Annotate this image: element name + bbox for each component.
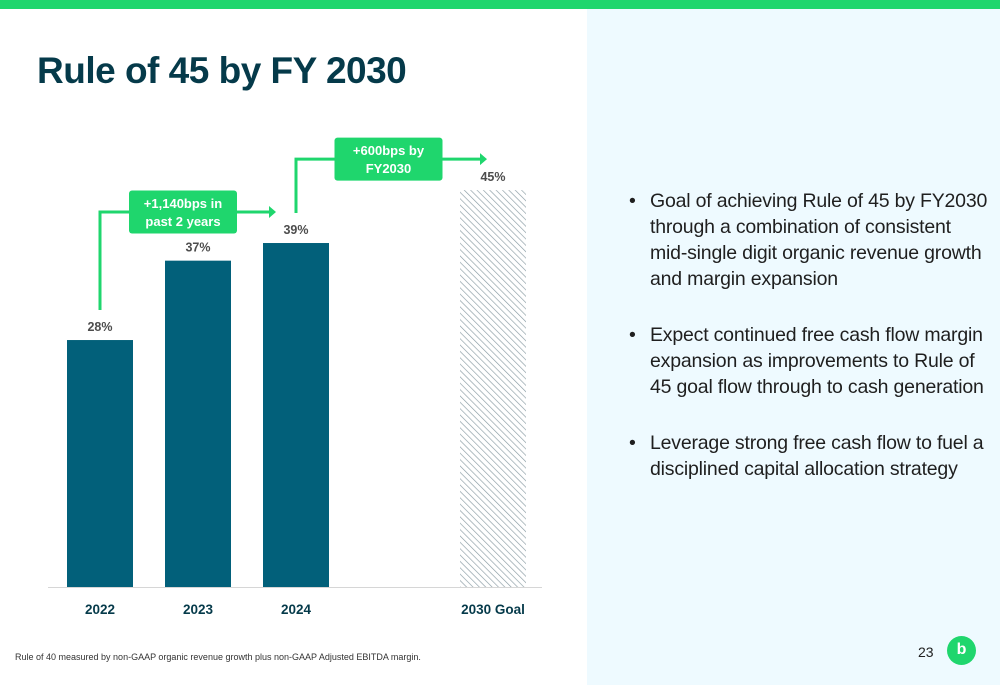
bullet-item: Leverage strong free cash flow to fuel a… (628, 430, 988, 482)
bullet-list: Goal of achieving Rule of 45 by FY2030 t… (628, 188, 988, 512)
annotation-text: FY2030 (366, 161, 412, 176)
x-tick-label: 2023 (183, 602, 214, 617)
annotation-text: past 2 years (145, 214, 220, 229)
brand-logo: b (947, 636, 976, 665)
top-accent-bar (0, 0, 1000, 9)
data-label: 37% (185, 241, 210, 255)
slide-title: Rule of 45 by FY 2030 (37, 50, 407, 91)
x-tick-label: 2022 (85, 602, 115, 617)
arrow-head (480, 153, 487, 166)
annotation-text: +1,140bps in (144, 196, 222, 211)
arrow-head (269, 206, 276, 219)
x-tick-label: 2024 (281, 602, 312, 617)
annotation-text: +600bps by (353, 143, 425, 158)
bar-2023 (165, 260, 231, 587)
page-number: 23 (918, 644, 934, 660)
bullet-item: Goal of achieving Rule of 45 by FY2030 t… (628, 188, 988, 292)
bar-2030-goal (460, 190, 526, 587)
annotation-box (334, 137, 443, 181)
bar-2022 (67, 340, 133, 587)
data-label: 28% (87, 320, 112, 334)
annotation-box (129, 190, 237, 234)
data-label: 39% (283, 223, 308, 237)
rule-of-45-bar-chart: 28% 2022 37% 2023 39% 2024 45% 2030 Goal +1,140b… (48, 137, 542, 617)
data-label: 45% (480, 170, 505, 184)
footnote: Rule of 40 measured by non-GAAP organic … (15, 652, 421, 662)
x-tick-label: 2030 Goal (461, 602, 525, 617)
bar-2024 (263, 243, 329, 587)
bullet-item: Expect continued free cash flow margin e… (628, 322, 988, 400)
